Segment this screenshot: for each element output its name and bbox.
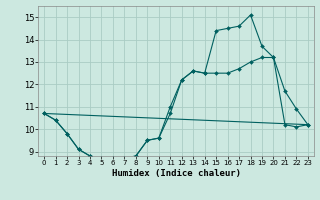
X-axis label: Humidex (Indice chaleur): Humidex (Indice chaleur) [111,169,241,178]
